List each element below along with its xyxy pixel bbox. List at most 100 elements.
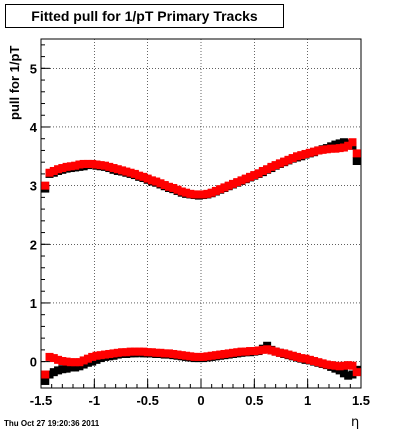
data-point: [118, 166, 127, 175]
data-point: [45, 370, 54, 379]
data-point: [237, 347, 246, 356]
data-point: [83, 159, 92, 168]
x-tick-label: 0: [197, 393, 204, 408]
data-point: [130, 347, 139, 356]
data-point: [143, 348, 152, 357]
data-point: [75, 362, 84, 371]
data-point: [41, 181, 50, 190]
data-point: [105, 162, 114, 171]
data-point: [352, 157, 361, 166]
data-point: [66, 358, 75, 367]
data-point: [203, 352, 212, 361]
data-point: [152, 348, 161, 357]
data-point: [216, 185, 225, 194]
data-point: [49, 166, 58, 175]
data-point: [173, 185, 182, 194]
data-point: [165, 349, 173, 358]
data-point: [169, 349, 178, 358]
data-point: [109, 349, 118, 358]
data-point: [79, 360, 88, 369]
data-point: [58, 365, 67, 374]
data-point: [182, 351, 191, 360]
data-point: [275, 159, 284, 168]
data-point: [233, 178, 242, 187]
data-point: [190, 352, 199, 361]
data-point: [335, 362, 344, 371]
data-point: [88, 352, 97, 361]
data-point: [122, 348, 131, 357]
data-point: [335, 139, 344, 148]
data-point: [126, 168, 135, 177]
data-point: [207, 188, 216, 197]
data-point: [113, 348, 122, 357]
data-point: [96, 161, 105, 170]
x-tick-labels: -1.5 -1 -0.5 0 0.5 1 1.5: [30, 393, 370, 408]
data-point: [288, 351, 297, 360]
data-point: [54, 165, 63, 174]
y-axis-label: pull for 1/pT: [7, 45, 22, 120]
data-point: [66, 162, 75, 171]
data-point: [322, 360, 331, 369]
data-point: [310, 357, 319, 366]
data-point: [109, 164, 118, 173]
data-point: [75, 358, 84, 367]
data-point: [83, 354, 92, 363]
data-point: [280, 157, 289, 166]
x-tick-label: 1.5: [352, 393, 370, 408]
data-point: [92, 355, 101, 364]
data-point: [288, 154, 297, 163]
data-point: [301, 354, 310, 363]
data-point: [152, 177, 161, 186]
data-point: [258, 166, 267, 175]
data-point: [331, 361, 340, 370]
data-point: [314, 146, 323, 155]
data-point: [229, 179, 237, 188]
data-point: [126, 347, 135, 356]
axis-ticks: [40, 44, 362, 388]
data-point: [327, 361, 336, 370]
data-point: [284, 350, 293, 359]
data-point: [220, 183, 229, 192]
data-point: [177, 351, 186, 360]
data-point: [314, 358, 323, 367]
data-point: [58, 357, 67, 366]
y-tick-label: 4: [30, 120, 38, 135]
data-point: [211, 351, 220, 360]
y-tick-label: 5: [30, 61, 37, 76]
data-point: [79, 159, 88, 168]
data-point: [339, 361, 348, 370]
data-point: [139, 347, 148, 356]
data-point: [229, 348, 237, 357]
data-point: [62, 357, 71, 366]
data-point: [293, 352, 301, 361]
data-point: [186, 352, 195, 361]
data-point: [271, 161, 280, 170]
y-tick-label: 1: [30, 296, 37, 311]
data-point: [339, 138, 348, 147]
data-point: [147, 176, 156, 185]
data-point: [62, 162, 71, 171]
data-point: [92, 351, 101, 360]
data-point: [75, 160, 84, 169]
data-point: [301, 149, 310, 158]
x-axis-label: η: [351, 415, 360, 430]
data-point: [135, 171, 144, 180]
data-point: [352, 368, 361, 377]
data-point: [147, 348, 156, 357]
data-point: [66, 363, 75, 372]
data-point: [241, 174, 250, 183]
x-tick-label: -1: [89, 393, 101, 408]
data-point: [331, 140, 340, 149]
data-point: [71, 161, 80, 170]
data-point: [194, 352, 203, 361]
data-point: [41, 376, 50, 385]
data-point: [49, 368, 58, 377]
data-point: [305, 355, 314, 364]
data-point: [156, 348, 165, 357]
data-point: [233, 348, 242, 357]
data-point: [41, 370, 50, 379]
chart-title: Fitted pull for 1/pT Primary Tracks: [31, 8, 258, 24]
data-point: [45, 352, 54, 361]
data-point: [339, 143, 348, 152]
